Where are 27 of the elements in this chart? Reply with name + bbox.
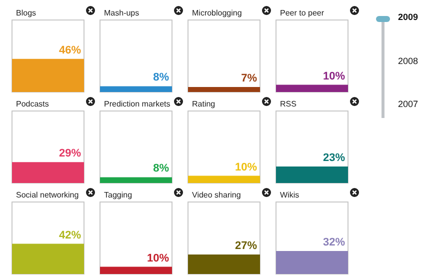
data-label: 42% (58, 229, 82, 242)
data-label: 32% (322, 236, 346, 248)
data-label: 10% (322, 70, 346, 82)
chart-title: Mash-ups (104, 8, 140, 18)
chart-title: Wikis (280, 190, 300, 200)
text: 2009 (398, 12, 418, 22)
chart-title: Podcasts (16, 100, 49, 108)
data-label: 7% (241, 72, 258, 84)
data-label: 46% (58, 44, 82, 56)
chart-title: RSS (280, 100, 296, 108)
data-label: 8% (153, 162, 170, 175)
chart-title: Peer to peer (280, 8, 324, 18)
chart-title: Tagging (104, 190, 132, 200)
data-label: 10% (146, 252, 170, 264)
data-label: 27% (234, 240, 258, 252)
data-label: 10% (234, 161, 258, 174)
text: 2007 (398, 99, 418, 109)
chart-title: Social networking (16, 190, 79, 200)
chart-title: Blogs (16, 8, 36, 18)
data-label: 8% (153, 72, 170, 84)
text: 2008 (398, 56, 418, 66)
data-label: 23% (322, 152, 346, 164)
chart-title: Video sharing (192, 190, 241, 200)
data-label: 29% (58, 148, 82, 160)
chart-title: Prediction markets (104, 100, 170, 108)
chart-title: Microblogging (192, 8, 242, 18)
chart-title: Rating (192, 100, 216, 108)
